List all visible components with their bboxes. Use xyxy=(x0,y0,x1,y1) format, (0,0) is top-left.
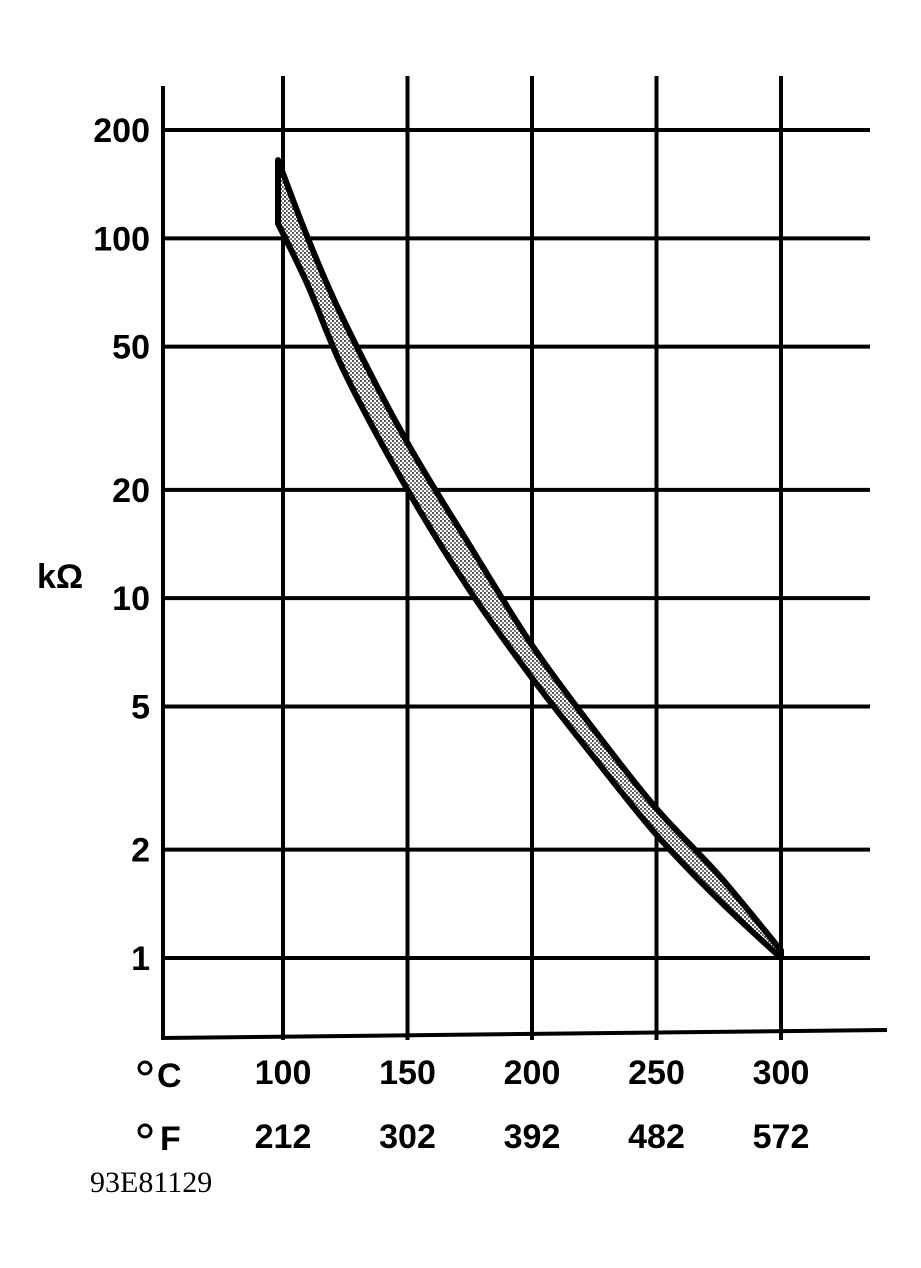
y-tick-label-5: 5 xyxy=(131,688,150,726)
y-tick-label-20: 20 xyxy=(112,472,150,510)
x-tick-label-celsius-200: 200 xyxy=(504,1054,561,1092)
y-tick-label-10: 10 xyxy=(112,580,150,618)
y-tick-label-50: 50 xyxy=(112,329,150,367)
upper-limit-curve xyxy=(275,159,783,952)
x-tick-label-fahrenheit-482: 482 xyxy=(628,1118,685,1156)
y-tick-label-1: 1 xyxy=(131,940,150,978)
x-tick-label-fahrenheit-392: 392 xyxy=(504,1118,561,1156)
x-tick-label-celsius-250: 250 xyxy=(628,1054,685,1092)
x-axis-line xyxy=(160,1027,888,1041)
x-tick-label-fahrenheit-572: 572 xyxy=(753,1118,810,1156)
x-tick-labels: 100 212 150 302 200 392 250 482 300 572 xyxy=(255,1054,810,1156)
fahrenheit-unit-label: F xyxy=(160,1120,181,1158)
celsius-unit-label: C xyxy=(157,1057,182,1095)
x-tick-label-fahrenheit-212: 212 xyxy=(255,1118,312,1156)
y-axis-label: kΩ xyxy=(37,558,83,596)
y-tick-label-100: 100 xyxy=(93,220,150,258)
fahrenheit-degree-symbol xyxy=(137,1123,153,1139)
resistance-band-layer xyxy=(275,157,784,961)
x-tick-label-celsius-300: 300 xyxy=(753,1054,810,1092)
lower-limit-curve xyxy=(275,222,783,960)
y-tick-labels: 1 2 5 10 20 50 100 200 xyxy=(93,112,150,978)
y-tick-label-200: 200 xyxy=(93,112,150,150)
y-tick-label-2: 2 xyxy=(131,832,150,870)
chart-grid xyxy=(160,76,888,1041)
x-tick-label-celsius-100: 100 xyxy=(255,1054,312,1092)
celsius-degree-symbol xyxy=(137,1060,153,1076)
x-tick-label-fahrenheit-302: 302 xyxy=(379,1118,436,1156)
x-tick-label-celsius-150: 150 xyxy=(379,1054,436,1092)
resistance-band xyxy=(275,157,784,961)
figure-code: 93E81129 xyxy=(90,1166,212,1199)
